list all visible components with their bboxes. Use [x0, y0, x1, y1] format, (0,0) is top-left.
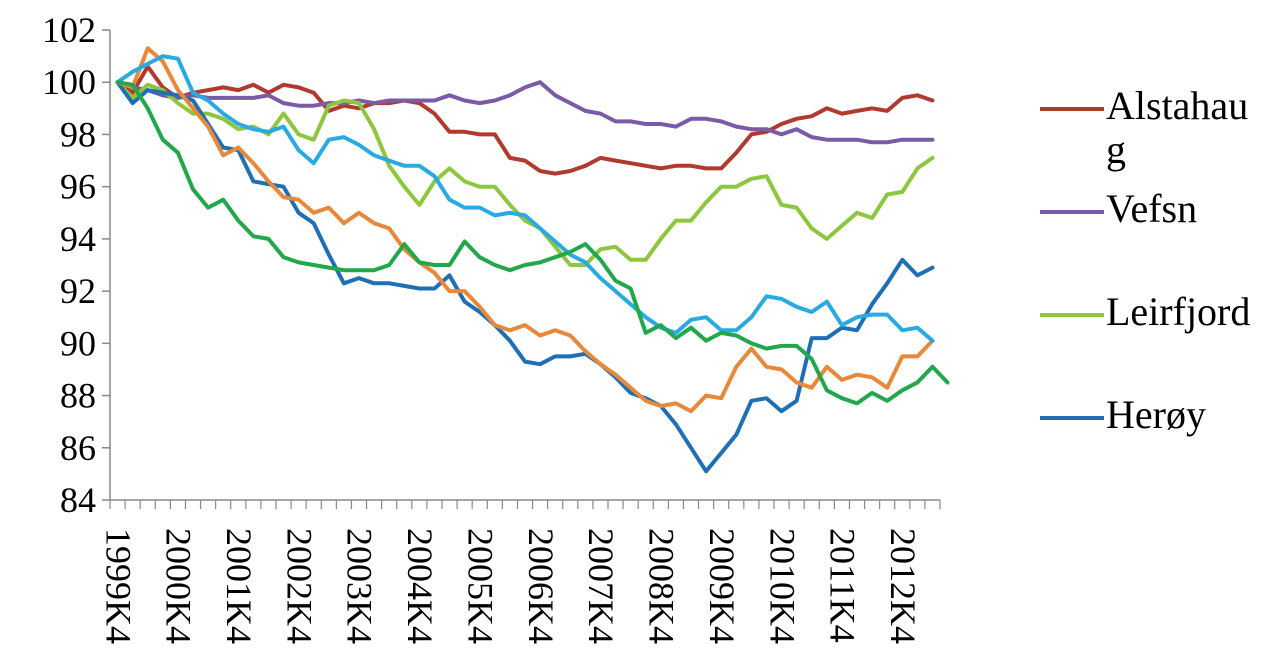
y-axis-ticks: 84 86 88 90 92 94 96 98 100 102	[42, 10, 110, 520]
series-line-unlabeled-5	[115, 54, 935, 343]
y-tick-label: 88	[60, 376, 96, 416]
series-line-leirfjord	[115, 80, 935, 267]
series-line-vefsn	[115, 80, 935, 145]
series-lines	[115, 46, 950, 474]
legend-label-leirfjord: Leirfjord	[1106, 289, 1251, 334]
x-tick-label: 2002K4	[279, 528, 319, 644]
y-tick-label: 92	[60, 271, 96, 311]
x-tick-label: 2004K4	[400, 528, 440, 644]
x-tick-label: 1999K4	[98, 528, 138, 644]
x-tick-label: 2008K4	[642, 528, 682, 644]
legend-item-alstahaug: Alstahaug	[1040, 84, 1265, 191]
legend-swatch-vefsn	[1040, 210, 1104, 214]
line-chart: 84 86 88 90 92 94 96 98 100 102 1999K4 2000K4 2001K…	[42, 10, 950, 644]
legend-label-vefsn: Vefsn	[1106, 186, 1198, 231]
legend-swatch-alstahaug	[1040, 107, 1104, 111]
series-line-alstahaug	[115, 64, 935, 176]
series-line-heroy	[115, 80, 935, 474]
y-tick-label: 86	[60, 428, 96, 468]
x-tick-label: 2001K4	[219, 528, 259, 644]
legend-item-heroy: Herøy	[1040, 393, 1265, 500]
y-tick-label: 90	[60, 323, 96, 363]
legend-label-alstahaug: Alstahaug	[1106, 83, 1249, 172]
legend-item-vefsn: Vefsn	[1040, 187, 1265, 294]
y-tick-label: 102	[42, 10, 96, 50]
y-tick-label: 94	[60, 219, 96, 259]
legend-label-heroy: Herøy	[1106, 392, 1206, 437]
legend-swatch-leirfjord	[1040, 313, 1104, 317]
x-tick-label: 2007K4	[581, 528, 621, 644]
series-line-unlabeled-4	[115, 46, 935, 414]
x-tick-label: 2006K4	[521, 528, 561, 644]
x-tick-label: 2005K4	[460, 528, 500, 644]
x-tick-label: 2000K4	[159, 528, 199, 644]
x-tick-label: 2009K4	[702, 528, 742, 644]
x-axis-ticks: 1999K4 2000K4 2001K4 2002K4 2003K4 2004K4 2005…	[98, 500, 941, 644]
x-tick-label: 2010K4	[762, 528, 802, 644]
y-tick-label: 98	[60, 114, 96, 154]
y-tick-label: 96	[60, 167, 96, 207]
legend-item-leirfjord: Leirfjord	[1040, 290, 1265, 397]
y-tick-label: 84	[60, 480, 96, 520]
series-line-unlabeled-6	[115, 80, 950, 406]
x-tick-label: 2003K4	[340, 528, 380, 644]
y-tick-label: 100	[42, 62, 96, 102]
chart-legend: Alstahaug Vefsn Leirfjord Herøy	[1040, 84, 1265, 500]
x-tick-label: 2011K4	[823, 528, 863, 643]
x-tick-label: 2012K4	[883, 528, 923, 644]
legend-swatch-heroy	[1040, 416, 1104, 420]
